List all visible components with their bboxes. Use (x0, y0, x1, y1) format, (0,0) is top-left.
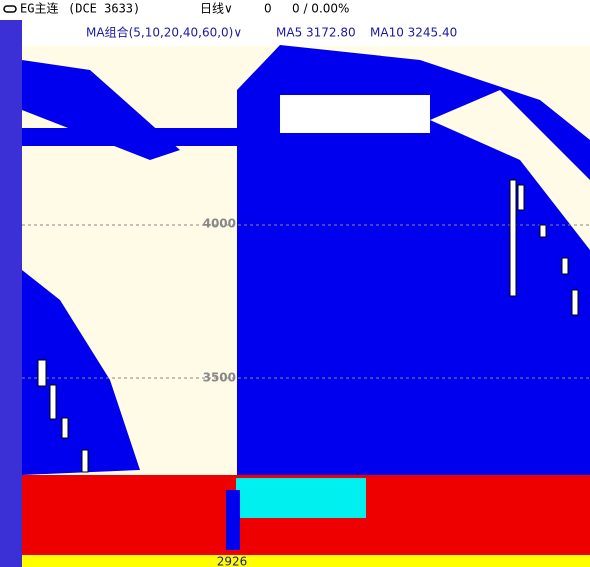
price-label: 3500 (203, 371, 236, 385)
candles (37, 179, 579, 473)
link-icon[interactable] (3, 5, 17, 13)
glitch-block (280, 95, 430, 133)
indicator-bar (22, 20, 590, 46)
ma10: MA10 3245.40 (370, 26, 457, 40)
ma-combo[interactable]: MA组合(5,10,20,40,60,0)∨ (86, 25, 242, 40)
toolbar (0, 0, 590, 20)
change-pct: 0 / 0.00% (292, 2, 349, 16)
price-label: 4000 (203, 217, 236, 231)
glitch-block (236, 478, 366, 518)
glitch-block (226, 490, 240, 550)
glitch-block (430, 90, 590, 250)
ma5: MA5 3172.80 (276, 26, 356, 40)
symbol[interactable]: EG主连 (20, 1, 58, 16)
glitch-block (237, 150, 590, 475)
glitch-block (22, 270, 140, 475)
left-strip (0, 20, 22, 567)
period[interactable]: 日线∨ (200, 2, 233, 16)
change: 0 (264, 2, 272, 16)
exchange: (DCE 3633) (68, 2, 140, 16)
glitch-block (22, 60, 180, 160)
date-bar (22, 555, 590, 567)
low-label: 2926 (217, 555, 248, 567)
